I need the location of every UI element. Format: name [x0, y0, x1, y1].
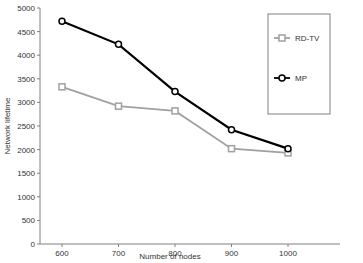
legend-marker: [279, 75, 285, 81]
series-line: [62, 87, 288, 153]
y-tick: [37, 55, 40, 56]
x-tick-label: 600: [55, 249, 69, 258]
x-axis: [40, 244, 340, 245]
y-tick: [37, 78, 40, 79]
y-tick: [37, 244, 40, 245]
y-tick-label: 1000: [17, 193, 35, 202]
y-tick: [37, 220, 40, 221]
y-tick: [37, 8, 40, 9]
point: [229, 127, 235, 133]
y-tick-label: 500: [22, 216, 36, 225]
x-axis-label: Number of nodes: [139, 252, 200, 261]
x-tick-label: 900: [225, 249, 239, 258]
x-tick: [288, 244, 289, 247]
y-tick-label: 4500: [17, 28, 35, 37]
y-axis-label: Network lifetime: [3, 97, 12, 154]
y-tick-label: 2500: [17, 122, 35, 131]
point: [116, 103, 122, 109]
y-tick: [37, 196, 40, 197]
x-tick-label: 700: [112, 249, 126, 258]
legend-label: RD-TV: [295, 34, 320, 43]
point: [172, 108, 178, 114]
point: [172, 89, 178, 95]
y-tick-label: 0: [31, 240, 36, 249]
point: [59, 84, 65, 90]
legend-marker: [279, 35, 285, 41]
x-tick-label: 1000: [279, 249, 297, 258]
y-tick-label: 5000: [17, 4, 35, 13]
x-tick: [231, 244, 232, 247]
legend-label: MP: [295, 74, 307, 83]
y-tick-label: 3500: [17, 75, 35, 84]
plot-area: [59, 18, 291, 156]
y-tick: [37, 102, 40, 103]
x-tick: [175, 244, 176, 247]
y-tick-label: 1500: [17, 169, 35, 178]
legend-box: [268, 14, 330, 114]
y-tick: [37, 173, 40, 174]
y-tick-label: 4000: [17, 51, 35, 60]
x-tick: [62, 244, 63, 247]
y-tick: [37, 126, 40, 127]
series-line: [62, 21, 288, 148]
point: [116, 41, 122, 47]
chart: 0 500 1000 1500 2000 2500 3000 3500 4000 4500 5000…: [0, 0, 363, 263]
x-tick: [118, 244, 119, 247]
point: [59, 18, 65, 24]
point: [229, 146, 235, 152]
y-tick: [37, 149, 40, 150]
point: [285, 146, 291, 152]
y-tick-label: 2000: [17, 146, 35, 155]
y-tick: [37, 31, 40, 32]
y-tick-label: 3000: [17, 98, 35, 107]
